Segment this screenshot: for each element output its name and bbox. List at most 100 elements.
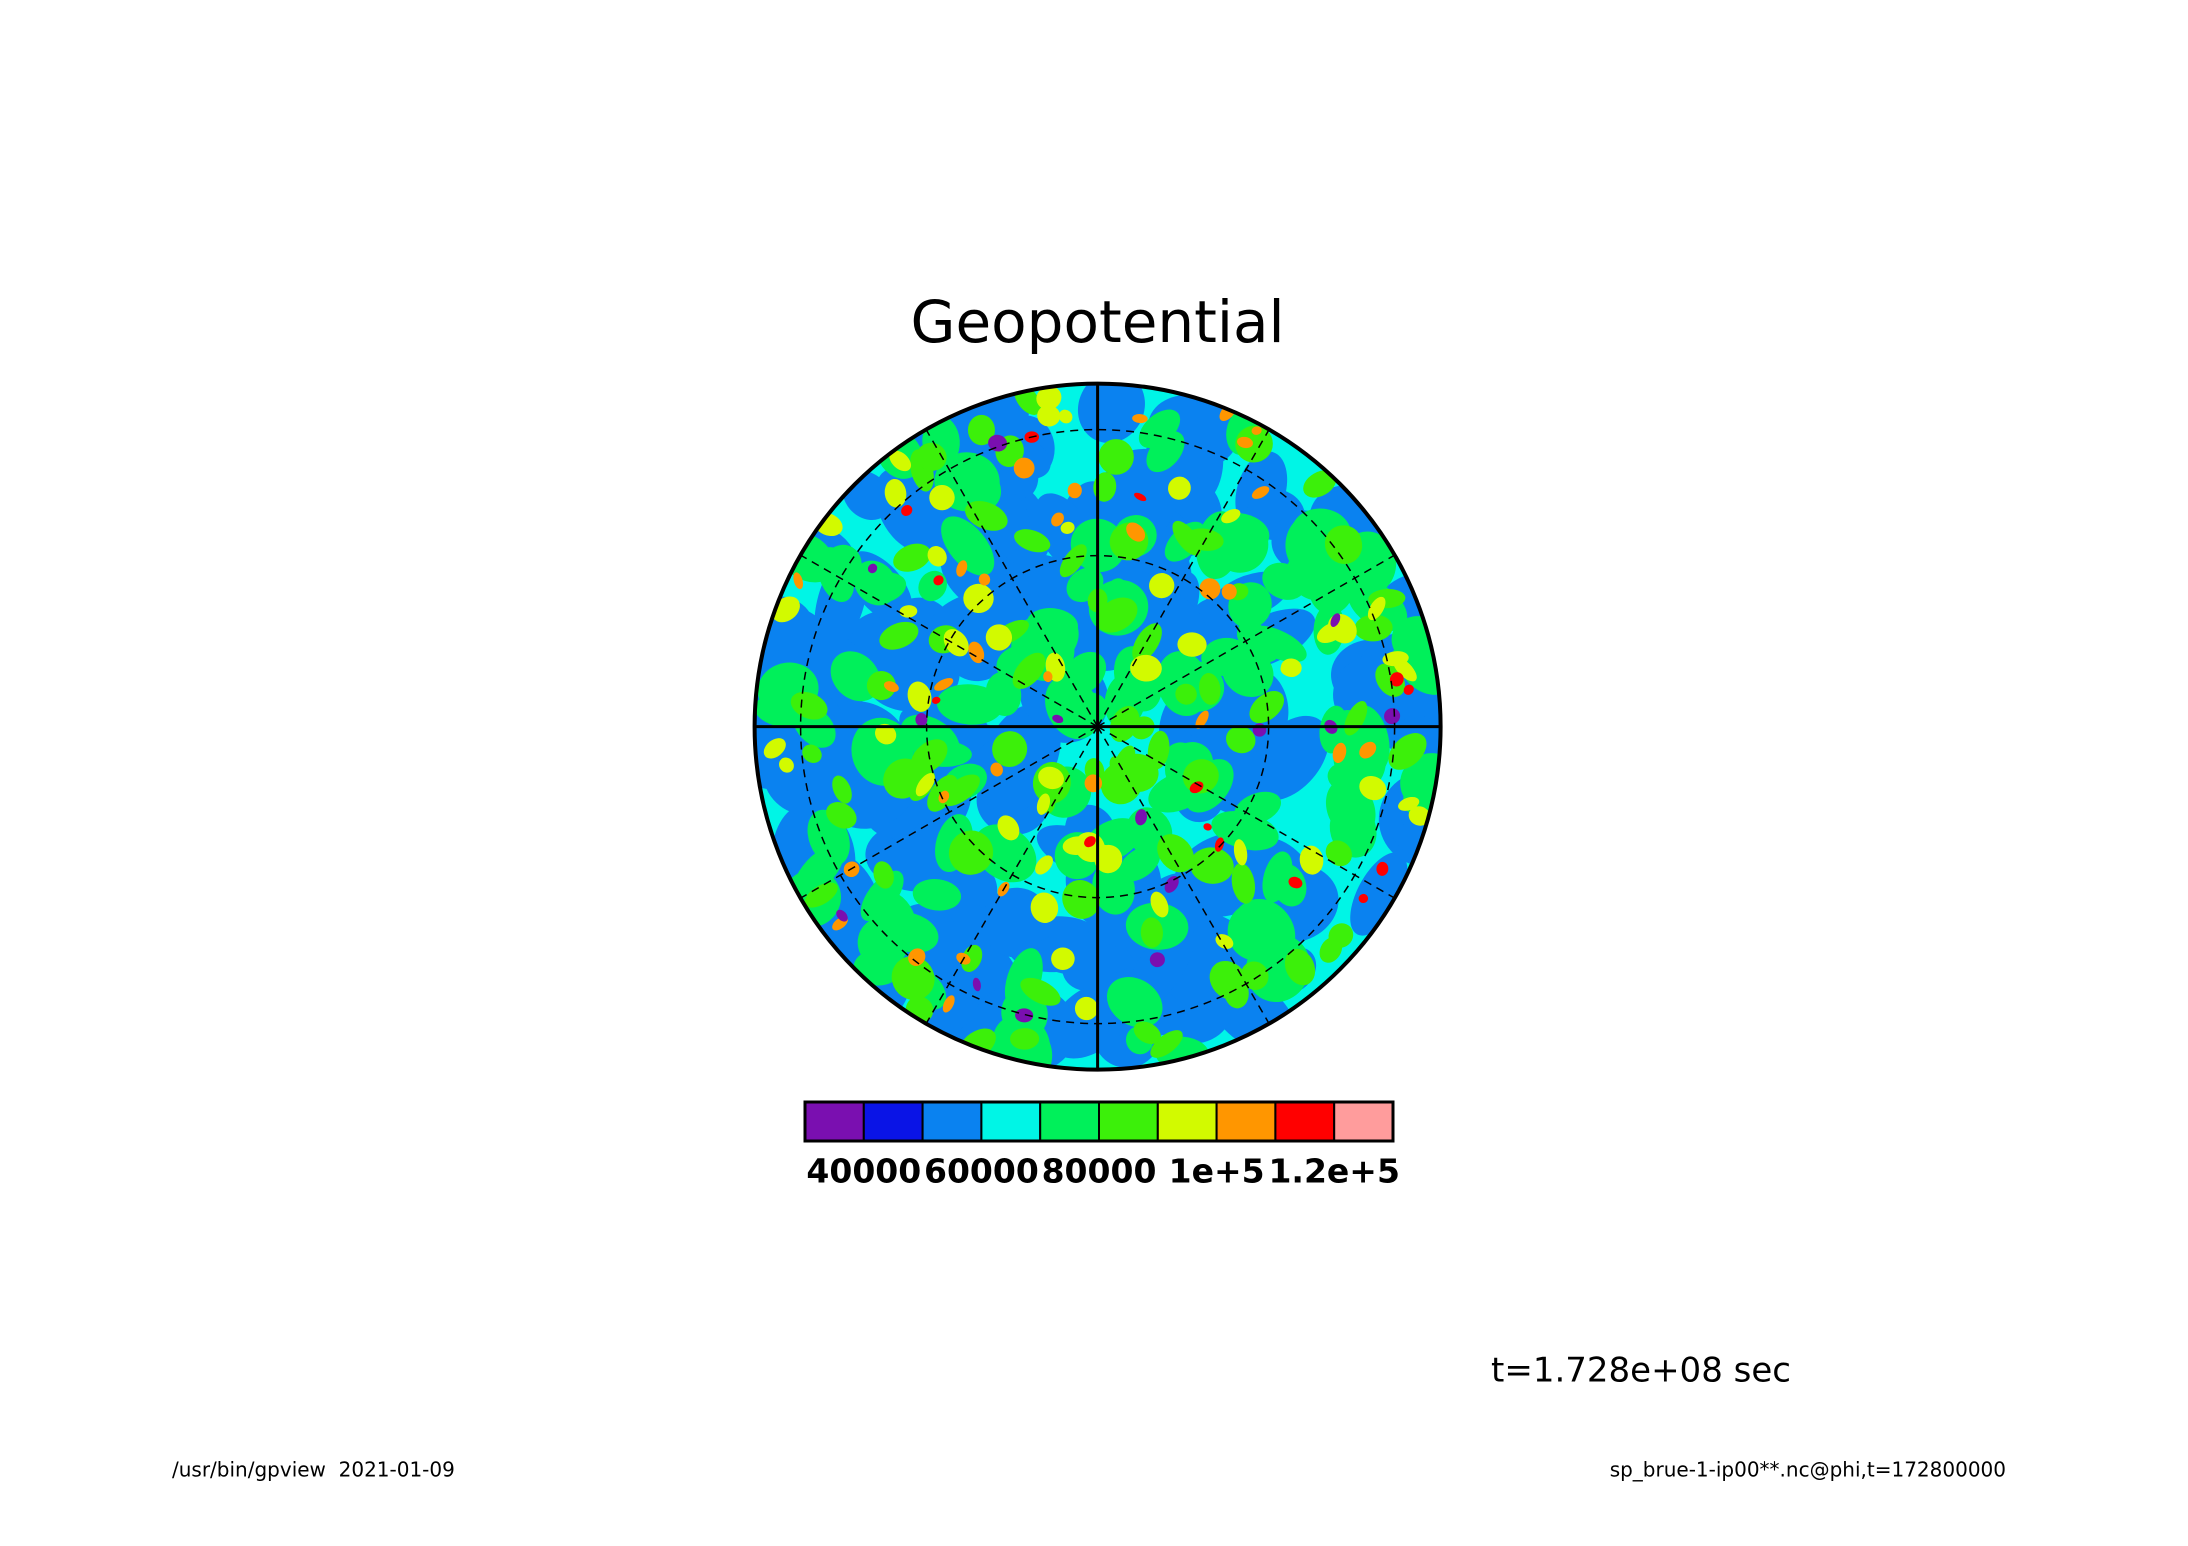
contour-blob	[1092, 861, 1135, 915]
contour-blob	[927, 546, 947, 567]
contour-blob	[1284, 948, 1316, 986]
contour-blob	[1157, 651, 1210, 717]
contour-blob	[893, 543, 931, 572]
colorbar-box	[862, 1101, 924, 1142]
contour-blob	[956, 560, 968, 577]
contour-blob	[934, 678, 954, 691]
contour-blob	[931, 696, 941, 704]
contour-blob	[1251, 426, 1262, 435]
contour-blob	[1199, 578, 1221, 600]
contour-blob	[1157, 834, 1195, 873]
contour-blob	[1150, 1030, 1183, 1058]
contour-blob	[1134, 492, 1147, 502]
contour-blob	[1106, 976, 1163, 1028]
contour-blob	[972, 977, 981, 992]
colorbar-tick-label: 40000	[806, 1152, 921, 1191]
contour-blob	[1014, 529, 1051, 553]
contour-blob	[1067, 482, 1082, 499]
colorbar-frame	[803, 1100, 1395, 1143]
contour-blob	[1232, 898, 1296, 964]
contour-blob	[1172, 520, 1202, 556]
contour-blob	[1058, 409, 1073, 424]
contour-blob	[1149, 952, 1165, 968]
contour-blob	[1084, 836, 1096, 848]
contour-blob	[933, 575, 944, 586]
contour-blob	[988, 434, 1008, 452]
contour-blob	[1132, 623, 1162, 662]
contour-blob	[1376, 861, 1389, 876]
contour-blob	[936, 684, 1003, 725]
colorbar-tick-label: 1.2e+5	[1268, 1152, 1399, 1191]
contour-blob	[1035, 855, 1053, 875]
contour-blob	[1096, 597, 1138, 633]
contour-blob	[997, 815, 1020, 841]
contour-blob	[992, 731, 1028, 767]
contour-blob	[853, 949, 903, 986]
contour-blob	[1012, 652, 1046, 689]
contour-blob	[1015, 1008, 1034, 1023]
contour-blob	[1062, 836, 1091, 855]
contour-blob	[1010, 1028, 1040, 1050]
contour-blob	[1098, 439, 1134, 475]
contour-blob	[1389, 672, 1404, 687]
meridian	[1097, 554, 1396, 728]
contour-blob	[1388, 733, 1427, 770]
polar-grid	[752, 381, 1443, 1072]
contour-blob	[1147, 730, 1170, 770]
contour-blob	[1328, 923, 1354, 948]
contour-blob	[1343, 552, 1387, 595]
contour-blob	[1195, 710, 1209, 729]
contour-blob	[1332, 742, 1347, 763]
meridian	[925, 429, 1099, 727]
contour-blob	[1051, 947, 1075, 970]
contour-blob	[1168, 476, 1191, 500]
contour-blob	[1330, 613, 1341, 627]
contour-blob	[793, 572, 804, 590]
contour-blob	[1149, 573, 1175, 599]
contour-blob	[1198, 672, 1221, 705]
meridian	[1096, 429, 1270, 727]
colorbar-box	[921, 1101, 983, 1142]
contour-blob	[1189, 781, 1204, 794]
contour-blob	[1233, 839, 1248, 866]
contour-blob	[889, 450, 912, 472]
contour-blob	[1384, 708, 1401, 725]
contour-blob	[1043, 671, 1053, 683]
colorbar-box	[1098, 1101, 1159, 1142]
contour-blob	[1358, 893, 1369, 904]
contour-blob	[929, 484, 955, 511]
contour-blob	[1213, 517, 1269, 573]
contour-blob	[963, 583, 994, 614]
contour-blob	[804, 882, 838, 908]
colorbar-box	[1274, 1101, 1336, 1142]
contour-blob	[884, 478, 907, 508]
contour-blob	[978, 573, 991, 586]
contour-blob	[790, 691, 828, 720]
contour-blob	[961, 944, 983, 973]
contour-blob	[1325, 840, 1352, 867]
contour-blob	[867, 563, 878, 574]
contour-blob	[1247, 625, 1307, 663]
contour-blob	[1262, 851, 1293, 903]
meridian	[1096, 726, 1270, 1025]
contour-blob	[948, 830, 994, 875]
contour-blob	[1077, 383, 1145, 443]
contour-blob	[1392, 657, 1417, 682]
contour-blob	[899, 605, 918, 618]
contour-blob	[823, 544, 862, 584]
contour-blob	[915, 772, 935, 797]
contour-blob	[1237, 436, 1253, 449]
contour-blob	[942, 995, 955, 1013]
contour-blob	[912, 879, 962, 911]
contour-blob	[1052, 714, 1064, 724]
contour-blob	[1177, 632, 1207, 657]
contour-blob	[1059, 692, 1108, 731]
colorbar-box	[1333, 1101, 1394, 1142]
contour-blob	[802, 744, 822, 763]
contour-blob	[1359, 741, 1377, 759]
contour-blob	[879, 621, 919, 650]
contour-blob	[1226, 726, 1256, 754]
contour-blob	[1037, 405, 1061, 427]
contour-blob	[883, 681, 899, 692]
